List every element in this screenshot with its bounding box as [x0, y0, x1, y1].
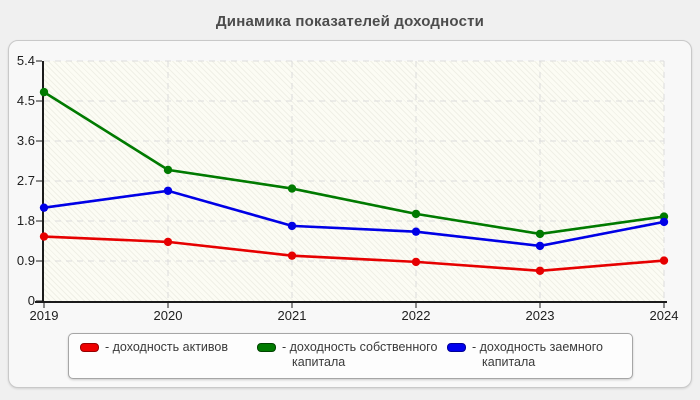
- series-line: [43, 91, 665, 236]
- data-point: [163, 165, 173, 175]
- x-axis-tick-label: 2022: [401, 308, 431, 323]
- data-point: [659, 217, 669, 227]
- data-point: [411, 227, 421, 236]
- x-axis-tick-label: 2024: [649, 308, 679, 323]
- y-axis-tick-label: 0.9: [16, 253, 35, 268]
- data-point: [39, 87, 49, 97]
- data-point: [411, 209, 421, 219]
- data-point: [535, 241, 545, 251]
- data-point: [163, 186, 173, 195]
- data-point: [287, 251, 297, 260]
- x-axis-tick-label: 2020: [153, 308, 183, 323]
- legend-swatch-green: [257, 343, 276, 352]
- data-point: [535, 229, 545, 239]
- chart-panel: 5.4 4.5 3.6 2.7 1.8 0.9 0 2019 2020 2021…: [8, 40, 692, 388]
- y-axis-tick-label: 4.5: [16, 93, 35, 108]
- legend-item-label: - доходность собственного капитала: [282, 340, 438, 370]
- data-point: [411, 257, 421, 267]
- x-axis: 2019 2020 2021 2022 2023 2024: [30, 308, 679, 324]
- legend-item-label: - доходность активов: [105, 340, 228, 354]
- y-axis-tick-label: 3.6: [16, 133, 35, 148]
- y-axis-tick-label: 0: [27, 293, 35, 308]
- data-point: [287, 221, 297, 231]
- data-point: [39, 203, 49, 212]
- y-axis-tick-label: 2.7: [16, 173, 35, 188]
- y-axis-tick-label: 5.4: [16, 53, 35, 68]
- legend-swatch-red: [80, 343, 99, 352]
- x-axis-tick-label: 2023: [525, 308, 555, 323]
- legend-swatch-blue: [447, 343, 466, 352]
- data-point: [287, 184, 297, 193]
- chart-title: Динамика показателей доходности: [215, 13, 485, 30]
- series-line: [43, 235, 665, 273]
- data-point: [535, 266, 545, 275]
- y-axis-tick-label: 1.8: [16, 213, 35, 228]
- x-axis-tick-label: 2019: [29, 308, 59, 323]
- legend-item-equity: - доходность собственного капитала: [257, 340, 447, 371]
- chart-svg: [35, 60, 669, 308]
- legend-item-assets: - доходность активов: [80, 340, 257, 355]
- series-line: [43, 189, 665, 248]
- data-point: [39, 232, 49, 241]
- data-point: [659, 256, 669, 265]
- legend-item-borrowed: - доходность заемного капитала: [447, 340, 626, 371]
- x-axis-tick-label: 2021: [277, 308, 307, 323]
- y-axis: 5.4 4.5 3.6 2.7 1.8 0.9 0: [9, 53, 36, 308]
- legend: - доходность активов - доходность собств…: [68, 333, 633, 379]
- data-point: [163, 237, 173, 247]
- legend-item-label: - доходность заемного капитала: [472, 340, 603, 370]
